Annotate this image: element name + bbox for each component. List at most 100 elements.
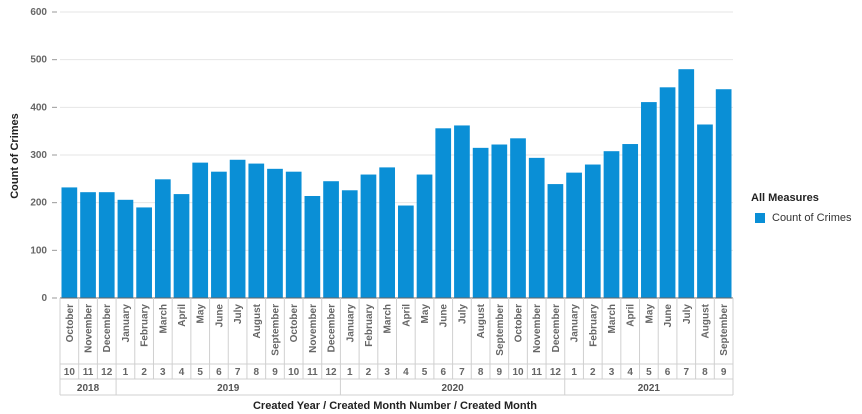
- x-tick-month-number: 10: [64, 367, 76, 378]
- x-tick-month-number: 5: [646, 367, 652, 378]
- x-tick-month: January: [570, 304, 581, 343]
- x-tick-month: June: [663, 304, 674, 328]
- y-tick-label: 300: [30, 150, 47, 161]
- x-tick-month: June: [214, 304, 225, 328]
- x-tick-month-number: 2: [366, 367, 372, 378]
- x-tick-month-number: 10: [288, 367, 300, 378]
- x-tick-month-number: 1: [123, 367, 129, 378]
- x-tick-month: January: [345, 304, 356, 343]
- y-axis-title: Count of Crimes: [9, 113, 21, 199]
- x-tick-month-number: 1: [347, 367, 353, 378]
- bars[interactable]: [61, 69, 731, 298]
- x-tick-month: July: [233, 304, 244, 324]
- bar[interactable]: [80, 192, 96, 298]
- bar[interactable]: [379, 167, 395, 298]
- bar[interactable]: [398, 206, 414, 298]
- x-tick-month-number: 9: [721, 367, 727, 378]
- bar[interactable]: [174, 194, 190, 298]
- bar[interactable]: [118, 200, 134, 298]
- x-tick-month: September: [495, 304, 506, 356]
- x-tick-month-number: 2: [590, 367, 596, 378]
- x-tick-month-number: 10: [512, 367, 524, 378]
- bar[interactable]: [716, 89, 732, 298]
- x-tick-month-number: 6: [216, 367, 222, 378]
- x-tick-month-number: 12: [101, 367, 113, 378]
- bar[interactable]: [548, 184, 564, 298]
- x-tick-month-number: 3: [609, 367, 615, 378]
- bar[interactable]: [323, 181, 339, 298]
- x-axis-header-table: October10November11December12January1Feb…: [60, 298, 733, 395]
- x-tick-month-number: 6: [440, 367, 446, 378]
- bar[interactable]: [248, 164, 264, 298]
- bar[interactable]: [342, 190, 358, 298]
- x-tick-month-number: 4: [627, 367, 633, 378]
- x-tick-month-number: 12: [550, 367, 562, 378]
- x-tick-month-number: 3: [160, 367, 166, 378]
- x-tick-month-number: 8: [702, 367, 708, 378]
- y-axis-ticks: 0100200300400500600: [30, 7, 57, 304]
- bar[interactable]: [566, 173, 582, 298]
- x-tick-month: October: [514, 304, 525, 342]
- y-tick-label: 500: [30, 55, 47, 66]
- bar[interactable]: [491, 145, 507, 298]
- x-tick-month-number: 11: [307, 367, 318, 378]
- x-tick-month: February: [588, 304, 599, 347]
- x-tick-month: April: [177, 304, 188, 327]
- x-tick-month-number: 12: [326, 367, 338, 378]
- x-tick-month: July: [682, 304, 693, 324]
- x-tick-month-number: 2: [141, 367, 147, 378]
- bar[interactable]: [286, 172, 302, 298]
- bar[interactable]: [697, 124, 713, 298]
- bar[interactable]: [267, 169, 283, 298]
- x-tick-month: November: [308, 304, 319, 353]
- x-tick-month: January: [121, 304, 132, 343]
- bar[interactable]: [61, 187, 77, 298]
- legend-title: All Measures: [751, 192, 819, 204]
- x-tick-month-number: 11: [531, 367, 542, 378]
- x-tick-month-number: 5: [197, 367, 203, 378]
- x-tick-month: July: [457, 304, 468, 324]
- bar[interactable]: [417, 175, 433, 298]
- x-tick-month: November: [84, 304, 95, 353]
- bar[interactable]: [305, 196, 321, 298]
- bar[interactable]: [99, 192, 115, 298]
- x-tick-year: 2018: [77, 383, 100, 394]
- x-tick-month-number: 1: [571, 367, 577, 378]
- bar[interactable]: [435, 128, 451, 298]
- x-tick-month-number: 8: [254, 367, 260, 378]
- x-tick-month-number: 9: [497, 367, 503, 378]
- x-tick-month: February: [364, 304, 375, 347]
- x-tick-year: 2019: [217, 383, 240, 394]
- bar[interactable]: [660, 87, 676, 298]
- x-tick-month: March: [607, 304, 618, 333]
- bar[interactable]: [510, 138, 526, 298]
- legend-label: Count of Crimes: [772, 212, 851, 224]
- bar[interactable]: [211, 172, 227, 298]
- x-tick-month: December: [102, 304, 113, 352]
- bar[interactable]: [641, 102, 657, 298]
- x-tick-month: May: [196, 304, 207, 324]
- bar[interactable]: [529, 158, 545, 298]
- bar[interactable]: [136, 207, 152, 298]
- bar[interactable]: [622, 144, 638, 298]
- x-axis-title: Created Year / Created Month Number / Cr…: [253, 400, 537, 412]
- y-tick-label: 200: [30, 198, 47, 209]
- x-tick-month: December: [551, 304, 562, 352]
- bar[interactable]: [192, 163, 208, 298]
- y-tick-label: 100: [30, 245, 47, 256]
- bar[interactable]: [678, 69, 694, 298]
- bar[interactable]: [230, 160, 246, 298]
- bar[interactable]: [473, 148, 489, 298]
- x-tick-month: October: [289, 304, 300, 342]
- bar[interactable]: [604, 151, 620, 298]
- x-tick-month-number: 9: [272, 367, 278, 378]
- x-tick-month: February: [140, 304, 151, 347]
- x-tick-month-number: 3: [384, 367, 390, 378]
- legend-item[interactable]: Count of Crimes: [755, 212, 851, 224]
- bar[interactable]: [361, 175, 377, 298]
- x-tick-month-number: 7: [235, 367, 241, 378]
- bar[interactable]: [585, 165, 601, 298]
- bar[interactable]: [454, 125, 470, 298]
- bar[interactable]: [155, 179, 171, 298]
- x-tick-month: August: [252, 303, 263, 338]
